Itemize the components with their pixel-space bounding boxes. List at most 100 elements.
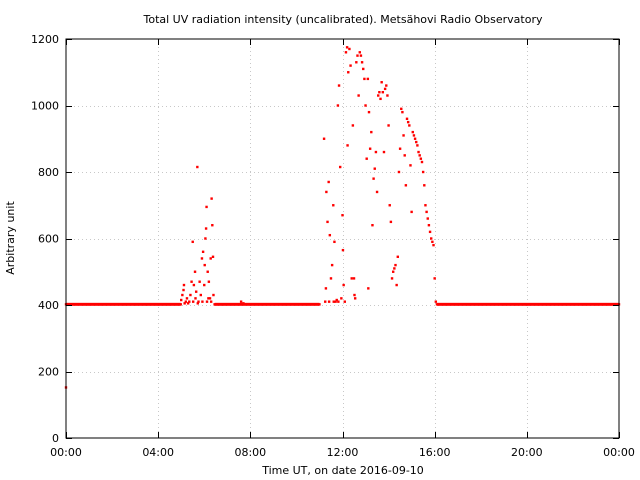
data-point — [191, 300, 195, 303]
data-point — [365, 157, 368, 160]
data-point — [337, 300, 340, 303]
data-point — [379, 97, 382, 101]
data-point — [479, 303, 482, 306]
plot-frame — [65, 38, 620, 439]
data-point — [208, 297, 212, 300]
data-point — [197, 300, 200, 303]
data-point — [204, 227, 208, 230]
data-point — [398, 147, 402, 150]
data-point — [188, 300, 191, 303]
y-axis-label: Arbitrary unit — [4, 201, 17, 275]
data-point — [594, 303, 598, 306]
data-point — [382, 150, 386, 154]
data-points — [64, 46, 621, 389]
data-point — [182, 288, 185, 292]
data-point — [370, 130, 373, 134]
data-point — [332, 204, 335, 207]
data-point — [196, 302, 199, 305]
data-point — [367, 110, 371, 114]
data-point — [393, 267, 396, 270]
chart-title: Total UV radiation intensity (uncalibrat… — [143, 13, 543, 26]
data-point — [360, 61, 364, 64]
data-point — [189, 293, 192, 297]
data-point — [190, 280, 193, 283]
data-point — [327, 300, 331, 303]
data-point — [242, 302, 245, 305]
data-point — [353, 293, 356, 297]
data-point — [201, 250, 205, 253]
data-point — [343, 300, 347, 303]
data-point — [209, 300, 213, 303]
data-point — [428, 230, 432, 234]
data-point — [357, 94, 360, 97]
x-tick-label: 00:00 — [603, 446, 635, 459]
data-point — [295, 303, 298, 306]
x-tick-label: 20:00 — [511, 446, 543, 459]
data-point — [194, 290, 198, 293]
data-point — [391, 270, 395, 273]
data-point — [424, 204, 427, 207]
data-point — [402, 134, 405, 137]
data-point — [502, 303, 505, 306]
y-tick-label: 200 — [38, 366, 59, 379]
data-point — [87, 303, 91, 306]
data-point — [353, 297, 357, 300]
data-point — [340, 297, 343, 300]
x-tick-label: 12:00 — [327, 446, 359, 459]
y-tick-label: 0 — [52, 432, 59, 445]
data-point — [330, 263, 334, 267]
data-point — [606, 303, 609, 306]
data-point — [583, 303, 586, 306]
data-point — [345, 46, 349, 49]
x-tick-label: 16:00 — [419, 446, 451, 459]
data-point — [356, 54, 359, 57]
data-point — [204, 237, 207, 240]
data-point — [122, 303, 125, 306]
data-point — [230, 303, 234, 306]
x-tick-labels: 00:00 04:00 08:00 12:00 16:00 20:00 00:00 — [50, 446, 635, 459]
gridlines — [66, 39, 619, 438]
data-point — [191, 240, 194, 244]
data-point — [491, 303, 494, 306]
data-point — [400, 107, 403, 111]
data-point — [411, 130, 414, 134]
data-point — [366, 77, 370, 81]
data-point — [410, 210, 413, 214]
data-point — [362, 67, 365, 71]
data-point — [336, 104, 340, 107]
data-point — [341, 214, 344, 217]
data-point — [444, 303, 448, 306]
data-point — [381, 91, 385, 94]
data-point — [373, 167, 376, 170]
data-point — [213, 303, 216, 306]
data-point — [468, 303, 471, 306]
data-point — [387, 124, 390, 127]
data-point — [344, 51, 348, 54]
data-point — [338, 165, 342, 169]
data-point — [210, 197, 213, 200]
data-point — [416, 144, 419, 147]
data-point — [421, 170, 425, 174]
data-point — [425, 210, 428, 214]
data-point — [239, 300, 243, 303]
data-point — [396, 255, 399, 258]
data-point — [237, 303, 241, 306]
data-point — [423, 184, 426, 187]
data-point — [409, 164, 412, 167]
data-point — [412, 134, 416, 137]
data-point — [350, 277, 353, 280]
data-point — [390, 277, 394, 280]
data-point — [351, 124, 355, 127]
data-point — [355, 61, 358, 64]
data-point — [364, 104, 367, 107]
data-point — [335, 298, 338, 302]
data-point — [185, 297, 189, 300]
data-point — [347, 71, 350, 74]
data-point — [430, 237, 433, 240]
data-point — [205, 205, 208, 209]
data-point — [367, 287, 370, 290]
data-point — [211, 255, 215, 258]
y-tick-label: 600 — [38, 233, 59, 246]
data-point — [183, 302, 186, 305]
data-point — [200, 257, 204, 260]
